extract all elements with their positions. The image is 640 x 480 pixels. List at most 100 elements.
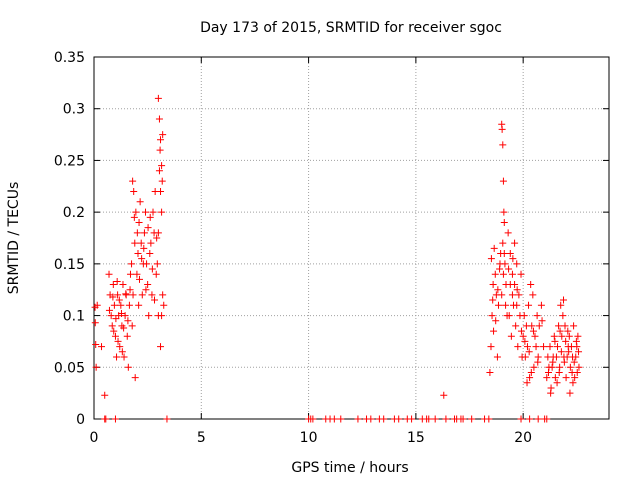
data-point <box>555 322 563 330</box>
data-point <box>431 415 439 423</box>
data-point <box>425 415 433 423</box>
data-point <box>531 332 539 340</box>
data-point <box>544 353 552 361</box>
data-point <box>98 343 106 351</box>
data-point <box>540 343 548 351</box>
data-point <box>147 239 155 247</box>
data-point <box>523 379 531 387</box>
data-point <box>156 146 164 154</box>
data-point <box>111 332 119 340</box>
data-point <box>131 374 139 382</box>
data-point <box>354 415 362 423</box>
data-point <box>155 167 163 175</box>
data-point <box>538 317 546 325</box>
data-point <box>551 374 559 382</box>
data-point <box>148 291 156 299</box>
data-points <box>91 94 583 423</box>
data-point <box>113 277 121 285</box>
data-point <box>520 312 528 320</box>
data-point <box>153 234 161 242</box>
data-point <box>130 187 138 195</box>
data-point <box>551 337 559 345</box>
data-point <box>570 358 578 366</box>
data-point <box>124 363 132 371</box>
data-point <box>110 301 118 309</box>
y-tick-label: 0.25 <box>54 153 85 169</box>
data-point <box>114 337 122 345</box>
data-point <box>566 363 574 371</box>
data-point <box>129 291 137 299</box>
data-point <box>572 337 580 345</box>
data-point <box>163 415 171 423</box>
data-point <box>549 358 557 366</box>
x-tick-labels: 0 5 10 15 20 <box>90 430 533 446</box>
data-point <box>498 125 506 133</box>
data-point <box>408 415 416 423</box>
data-point <box>330 415 338 423</box>
data-point <box>440 391 448 399</box>
data-point <box>550 332 558 340</box>
data-point <box>144 281 152 289</box>
y-axis-label: SRMTID / TECUs <box>6 182 22 295</box>
data-point <box>548 363 556 371</box>
data-point <box>157 187 165 195</box>
y-tick-label: 0.3 <box>63 102 85 118</box>
data-point <box>562 374 570 382</box>
data-point <box>148 265 156 273</box>
data-point <box>529 291 537 299</box>
data-point <box>515 291 523 299</box>
data-point <box>118 348 126 356</box>
data-point <box>492 317 500 325</box>
data-point <box>552 353 560 361</box>
data-point <box>499 177 507 185</box>
data-point <box>534 415 542 423</box>
data-point <box>501 260 509 268</box>
data-point <box>155 115 163 123</box>
data-point <box>153 260 161 268</box>
data-point <box>114 291 122 299</box>
x-axis-label: GPS time / hours <box>291 460 408 476</box>
data-point <box>556 327 564 335</box>
data-point <box>129 177 137 185</box>
data-point <box>505 312 513 320</box>
data-point <box>136 198 144 206</box>
data-point <box>159 291 167 299</box>
data-point <box>146 213 154 221</box>
data-point <box>135 275 143 283</box>
data-point <box>107 312 115 320</box>
data-point <box>498 291 506 299</box>
data-point <box>487 255 495 263</box>
data-point <box>485 415 493 423</box>
data-point <box>154 94 162 102</box>
data-point <box>575 348 583 356</box>
data-point <box>553 379 561 387</box>
data-point <box>459 415 467 423</box>
data-point <box>143 260 151 268</box>
y-tick-labels: 0 0.05 0.1 0.15 0.2 0.25 0.3 0.35 <box>54 50 85 428</box>
data-point <box>527 281 535 289</box>
data-point <box>500 208 508 216</box>
data-point <box>135 301 143 309</box>
data-point <box>126 286 134 294</box>
data-point <box>513 301 521 309</box>
data-point <box>489 281 497 289</box>
data-point <box>486 368 494 376</box>
data-point <box>142 286 150 294</box>
data-point <box>512 322 520 330</box>
data-point <box>487 343 495 351</box>
data-point <box>557 301 565 309</box>
data-point <box>558 332 566 340</box>
x-tick-label: 20 <box>514 430 532 446</box>
data-point <box>530 363 538 371</box>
data-point <box>138 255 146 263</box>
data-point <box>563 353 571 361</box>
data-point <box>560 296 568 304</box>
data-point <box>565 332 573 340</box>
data-point <box>519 332 527 340</box>
data-point <box>525 348 533 356</box>
data-point <box>494 286 502 294</box>
y-tick-label: 0.1 <box>63 309 85 325</box>
data-point <box>92 341 100 349</box>
axis-ticks <box>93 56 609 420</box>
data-point <box>105 306 113 314</box>
